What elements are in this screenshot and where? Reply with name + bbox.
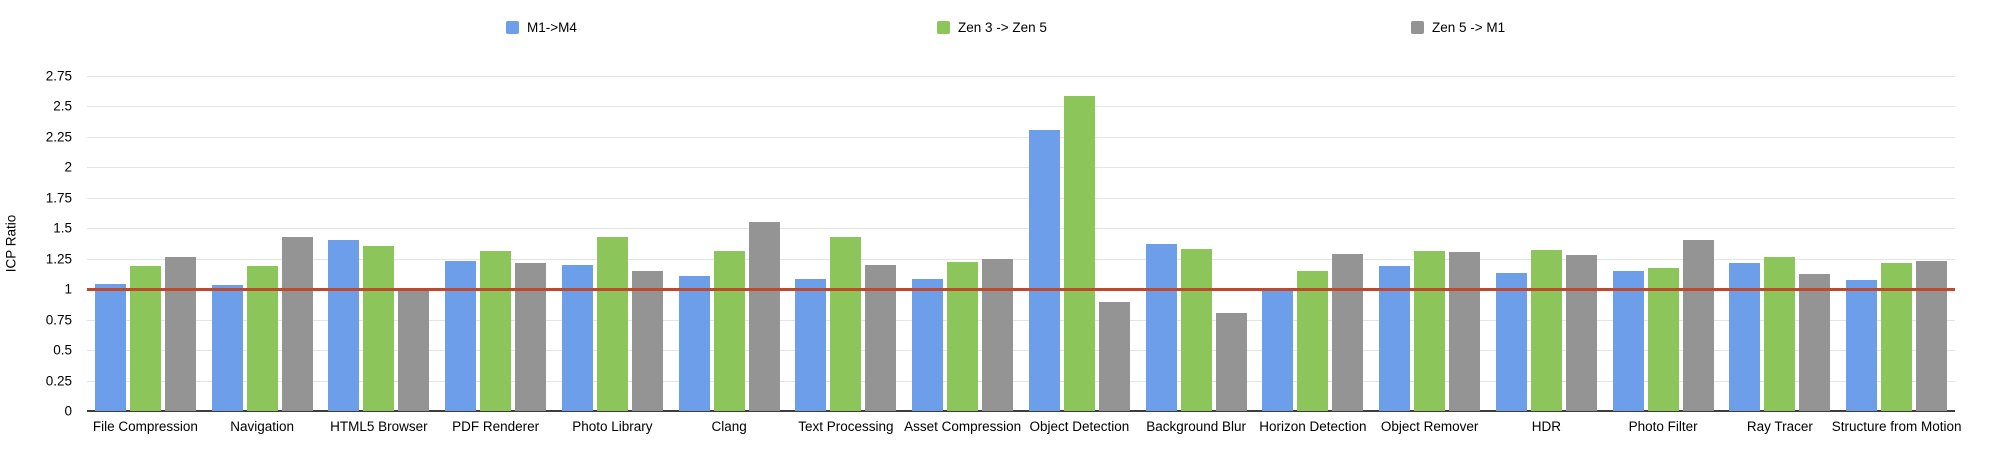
bar-zen-5-m1 (1449, 252, 1481, 411)
bar-m1-m4 (561, 264, 593, 411)
legend-label: M1->M4 (527, 19, 577, 35)
bar-zen-5-m1 (1215, 313, 1247, 411)
gridline (87, 106, 1955, 107)
y-tick-label: 2.25 (45, 129, 72, 144)
x-category-label: Object Remover (1380, 419, 1479, 434)
bar-zen-3-zen-5 (480, 251, 512, 411)
bar-zen-3-zen-5 (1414, 251, 1446, 411)
legend-item: M1->M4 (506, 19, 577, 35)
gridline (87, 258, 1955, 260)
bar-m1-m4 (211, 285, 243, 411)
legend-label: Zen 5 -> M1 (1432, 19, 1506, 35)
y-tick-label: 0 (64, 403, 72, 419)
y-tick-label: 2.75 (45, 68, 72, 83)
x-category-label: Object Detection (1029, 419, 1130, 434)
gridline (87, 228, 1955, 229)
gridline (87, 167, 1955, 168)
bar-m1-m4 (912, 279, 944, 411)
bar-zen-3-zen-5 (1180, 248, 1212, 411)
bar-m1-m4 (1612, 270, 1644, 411)
bar-zen-3-zen-5 (1530, 249, 1562, 411)
bar-zen-5-m1 (281, 236, 313, 411)
bar-zen-5-m1 (1332, 253, 1364, 411)
bar-zen-5-m1 (1565, 254, 1597, 411)
gridline (87, 350, 1955, 351)
x-category-label: File Compression (92, 419, 198, 434)
x-category-label: HTML5 Browser (330, 419, 428, 434)
legend-label: Zen 3 -> Zen 5 (958, 19, 1047, 35)
x-axis-line (87, 410, 1955, 412)
reference-line (87, 288, 1955, 291)
x-category-label: Background Blur (1146, 419, 1247, 434)
bar-zen-3-zen-5 (947, 262, 979, 411)
bar-m1-m4 (94, 284, 126, 411)
bar-m1-m4 (678, 275, 710, 411)
y-tick-label: 0.75 (45, 312, 72, 327)
bar-zen-5-m1 (1682, 240, 1714, 411)
y-tick-label: 1 (64, 281, 72, 297)
bar-m1-m4 (1495, 273, 1527, 411)
bar-zen-3-zen-5 (363, 246, 395, 411)
y-tick-label: 1.75 (45, 190, 72, 205)
x-category-label: Structure from Motion (1831, 419, 1962, 434)
bar-zen-5-m1 (748, 221, 780, 411)
x-category-label: Photo Library (572, 419, 653, 434)
x-category-label: Horizon Detection (1259, 419, 1367, 434)
x-category-label: Ray Tracer (1746, 419, 1813, 434)
bar-m1-m4 (1846, 280, 1878, 411)
legend-swatch-icon (506, 20, 519, 34)
legend-swatch-icon (1411, 20, 1424, 34)
bar-zen-5-m1 (631, 270, 663, 411)
bar-zen-3-zen-5 (830, 236, 862, 411)
x-category-label: PDF Renderer (452, 419, 540, 434)
bar-zen-3-zen-5 (1647, 268, 1679, 411)
x-category-label: Clang (711, 419, 747, 434)
bar-zen-5-m1 (982, 258, 1014, 411)
bar-zen-5-m1 (398, 291, 430, 411)
y-tick-label: 1.25 (45, 251, 72, 266)
bar-m1-m4 (1729, 263, 1761, 411)
legend-swatch-icon (937, 20, 950, 34)
y-tick-label: 0.25 (45, 373, 72, 388)
bar-m1-m4 (1028, 130, 1060, 411)
bar-zen-5-m1 (865, 264, 897, 411)
bar-zen-5-m1 (1799, 274, 1831, 411)
x-category-label: Asset Compression (904, 419, 1022, 434)
gridline (87, 197, 1955, 199)
bar-zen-3-zen-5 (713, 251, 745, 411)
bar-m1-m4 (1262, 289, 1294, 411)
bar-m1-m4 (445, 260, 477, 411)
bar-zen-3-zen-5 (1063, 96, 1095, 411)
gridline (87, 75, 1955, 77)
y-axis-title: ICP Ratio (3, 214, 19, 273)
bar-zen-3-zen-5 (596, 236, 628, 411)
y-tick-label: 0.5 (53, 342, 72, 358)
bar-zen-5-m1 (1916, 260, 1948, 411)
bar-zen-5-m1 (1098, 302, 1130, 411)
y-tick-label: 2.5 (53, 98, 72, 114)
gridline (87, 319, 1955, 321)
bar-zen-5-m1 (515, 263, 547, 411)
bar-m1-m4 (328, 240, 360, 411)
x-category-label: Navigation (230, 419, 295, 434)
gridline (87, 136, 1955, 138)
bar-m1-m4 (1145, 243, 1177, 411)
gridline (87, 380, 1955, 382)
bar-zen-5-m1 (164, 257, 196, 411)
y-tick-label: 2 (64, 159, 72, 175)
x-category-label: Photo Filter (1628, 419, 1698, 434)
legend-item: Zen 5 -> M1 (1411, 19, 1505, 35)
bar-zen-3-zen-5 (1881, 263, 1913, 411)
bar-zen-3-zen-5 (1764, 257, 1796, 411)
bar-zen-3-zen-5 (1297, 270, 1329, 411)
bar-m1-m4 (795, 279, 827, 411)
legend-item: Zen 3 -> Zen 5 (937, 19, 1047, 35)
x-category-label: Text Processing (798, 419, 894, 434)
y-tick-label: 1.5 (53, 220, 72, 236)
x-category-label: HDR (1531, 419, 1561, 434)
